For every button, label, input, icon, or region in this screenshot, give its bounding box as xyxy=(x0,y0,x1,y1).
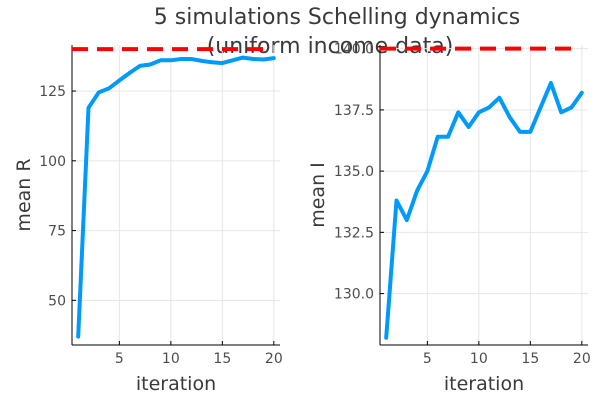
y-tick-label: 50 xyxy=(48,293,66,309)
y-tick-label: 100 xyxy=(39,154,66,170)
x-tick-label: 5 xyxy=(423,351,432,367)
x-tick-label: 20 xyxy=(265,351,283,367)
y-tick-label: 130.0 xyxy=(334,287,374,303)
y-axis-label: mean I xyxy=(307,162,329,228)
x-tick-label: 10 xyxy=(470,351,488,367)
x-tick-label: 5 xyxy=(115,351,124,367)
chart-title-line-2: (uniform income data) xyxy=(207,34,454,59)
series-line xyxy=(384,81,584,340)
x-tick-label: 15 xyxy=(521,351,539,367)
panel-mean-r: 5 10 15 20 50 75 100 125 iteration mean R xyxy=(13,45,283,395)
y-axis-label: mean R xyxy=(13,158,35,231)
series-line xyxy=(76,55,276,339)
y-tick-label: 125 xyxy=(39,84,66,100)
x-axis-label: iteration xyxy=(136,373,216,395)
chart-title-line-1: 5 simulations Schelling dynamics xyxy=(154,5,520,30)
x-axis-label: iteration xyxy=(444,373,524,395)
y-tick-label: 140.0 xyxy=(334,42,374,58)
y-tick-label: 132.5 xyxy=(334,225,374,241)
x-tick-label: 15 xyxy=(213,351,231,367)
x-tick-label: 20 xyxy=(573,351,591,367)
panel-mean-i: 5 10 15 20 130.0 132.5 135.0 137.5 140.0 iteratio… xyxy=(307,42,591,395)
y-tick-label: 137.5 xyxy=(334,103,374,119)
x-tick-label: 10 xyxy=(162,351,180,367)
y-tick-label: 75 xyxy=(48,224,66,240)
y-tick-label: 135.0 xyxy=(334,164,374,180)
